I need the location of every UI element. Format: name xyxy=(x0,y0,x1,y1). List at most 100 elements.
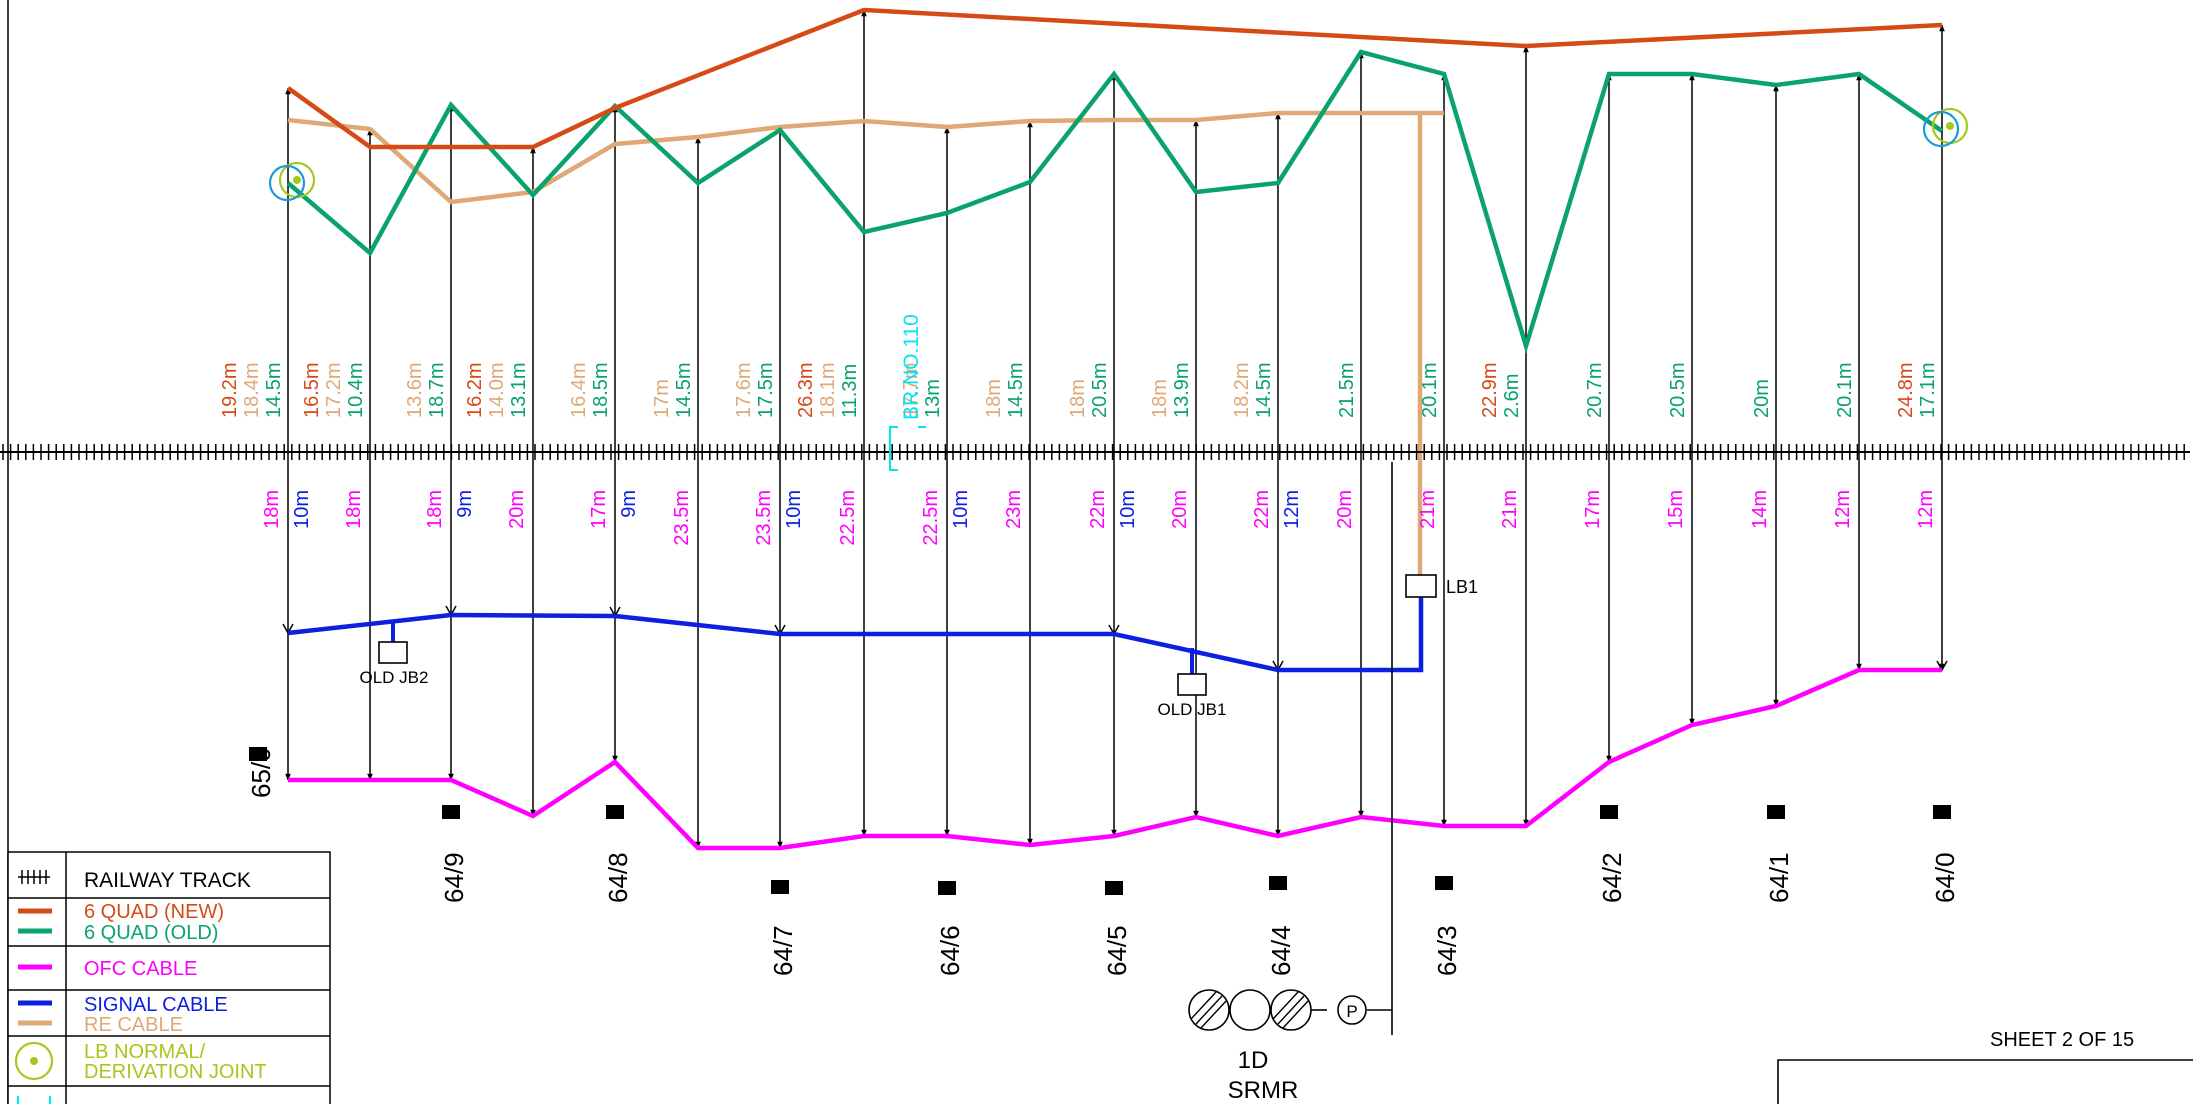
equipment-number: 1D xyxy=(1238,1047,1269,1074)
jb1-label: OLD JB1 xyxy=(1158,700,1227,719)
measurement-down-label: 20m xyxy=(506,490,528,529)
measurement-up-label: 18m xyxy=(1149,379,1171,418)
measurement-down-label: 12m xyxy=(1915,490,1937,529)
measurement-down-label: 18m xyxy=(424,490,446,529)
measurement-down-label: 21m xyxy=(1417,490,1439,529)
measurement-up-label: 17m xyxy=(651,379,673,418)
measurement-down-label: 17m xyxy=(588,490,610,529)
sheet-label: SHEET 2 OF 15 xyxy=(1990,1029,2134,1051)
legend-lb-derivation: DERIVATION JOINT xyxy=(84,1061,267,1083)
measurement-down-label: 22.5m xyxy=(920,490,942,546)
measurement-up-label: 22.9m xyxy=(1479,362,1501,418)
measurement-down-label: 20m xyxy=(1334,490,1356,529)
measurement-up-label: 11.3m xyxy=(839,364,861,418)
measurement-down-label: 22.5m xyxy=(837,490,859,546)
measurement-up-label: 18.7m xyxy=(426,362,448,418)
lb1-label: LB1 xyxy=(1446,577,1478,597)
re-cable-route xyxy=(287,110,1444,575)
measurement-up-label: 18.5m xyxy=(590,362,612,418)
measurement-up-label: 24.8m xyxy=(1895,362,1917,418)
measurement-up-label: 14.5m xyxy=(1253,362,1275,418)
legend-lb-symbol xyxy=(14,1041,54,1081)
km-post-marker xyxy=(1767,805,1785,819)
measurement-up-label: 13.1m xyxy=(508,362,530,418)
measurement-down-label: 23.5m xyxy=(753,490,775,546)
lb-joint-symbol-right xyxy=(1922,107,1969,148)
km-post-marker xyxy=(938,881,956,895)
measurement-up-label: 16.2m xyxy=(464,362,486,418)
legend-bridge-symbol xyxy=(17,1096,51,1104)
measurement-up-label: 14.5m xyxy=(263,362,285,418)
measurement-up-label: 14.0m xyxy=(486,362,508,418)
measurement-down-label: 18m xyxy=(261,490,283,529)
bridge-label: BR.NO.110 xyxy=(900,314,923,420)
measurement-up-label: 17.5m xyxy=(755,362,777,418)
measurement-down-label: 14m xyxy=(1749,490,1771,529)
measurement-down-label: 22m xyxy=(1251,490,1273,529)
measurement-down-label: 9m xyxy=(618,490,640,518)
measurement-up-label: 17.1m xyxy=(1917,362,1939,418)
measurement-up-label: 20.1m xyxy=(1419,362,1441,418)
legend: RAILWAY TRACK 6 QUAD (NEW) 6 QUAD (OLD) … xyxy=(7,851,331,1104)
measurement-down-label: 17m xyxy=(1582,490,1604,529)
km-post-marker xyxy=(771,880,789,894)
km-posts: 65/0 64/9 64/8 64/7 64/6 64/5 64/4 64/3 64/2 64/1… xyxy=(246,747,1960,976)
km-post-marker xyxy=(1269,876,1287,890)
km-post-label: 64/7 xyxy=(768,925,798,976)
measurement-up-label: 2.6m xyxy=(1501,374,1523,418)
srmr-equipment: P 1D SRMR xyxy=(1188,462,1393,1104)
measurement-up-label: 16.4m xyxy=(568,362,590,418)
measurement-down-label: 20m xyxy=(1169,490,1191,529)
measurement-up-label: 16.5m xyxy=(301,362,323,418)
measurement-down-label: 22m xyxy=(1087,490,1109,529)
railway-track xyxy=(0,444,2190,460)
measurement-up-label: 18m xyxy=(1067,379,1089,418)
legend-lb-normal: LB NORMAL/ xyxy=(84,1041,206,1063)
measurement-up-label: 13.6m xyxy=(404,362,426,418)
measurement-up-label: 18.4m xyxy=(241,362,263,418)
measurement-up-label: 20m xyxy=(1751,379,1773,418)
quad-old-route xyxy=(286,49,1944,354)
signal-cable-route xyxy=(287,597,1424,673)
measurement-up-label: 20.5m xyxy=(1667,362,1689,418)
km-post-label: 64/4 xyxy=(1266,925,1296,976)
measurement-up-label: 17.2m xyxy=(323,362,345,418)
dimension-lines xyxy=(282,9,1948,849)
measurement-down-label: 12m xyxy=(1281,490,1303,529)
km-post-marker xyxy=(1435,876,1453,890)
km-post-marker xyxy=(606,805,624,819)
km-post-marker xyxy=(1600,805,1618,819)
legend-track-symbol xyxy=(18,870,50,884)
km-post-label: 64/3 xyxy=(1432,925,1462,976)
old-jb2: OLD JB2 xyxy=(360,622,428,687)
measurement-up-label: 18m xyxy=(983,379,1005,418)
measurement-down-label: 23m xyxy=(1003,490,1025,529)
measurement-down-label: 23.5m xyxy=(671,490,693,546)
lb1-box: LB1 xyxy=(1405,574,1478,598)
lb-joint-symbol-left xyxy=(268,161,316,202)
km-post-label: 64/2 xyxy=(1597,852,1627,903)
measurement-down-label: 10m xyxy=(950,490,972,529)
km-post-marker xyxy=(1105,881,1123,895)
measurement-down-label: 10m xyxy=(1117,490,1139,529)
km-post-label: 65/0 xyxy=(246,747,276,798)
equipment-name: SRMR xyxy=(1228,1077,1299,1104)
legend-ofc: OFC CABLE xyxy=(84,958,197,980)
measurement-up-label: 13.9m xyxy=(1171,362,1193,418)
measurement-up-label: 21.5m xyxy=(1336,362,1358,418)
legend-quad-old: 6 QUAD (OLD) xyxy=(84,922,218,944)
bridge-marker: BR.NO.110 xyxy=(889,314,926,471)
measurement-down-label: 10m xyxy=(291,490,313,529)
measurement-up-label: 26.3m xyxy=(795,362,817,418)
legend-re: RE CABLE xyxy=(84,1014,183,1036)
legend-quad-new: 6 QUAD (NEW) xyxy=(84,901,224,923)
measurement-up-label: 18.1m xyxy=(817,362,839,418)
measurement-up-label: 10.4m xyxy=(345,362,367,418)
measurement-up-label: 19.2m xyxy=(219,362,241,418)
legend-railway-track: RAILWAY TRACK xyxy=(84,869,251,892)
measurement-up-label: 13m xyxy=(922,379,944,418)
cable-routes xyxy=(286,7,1944,851)
measurement-down-label: 18m xyxy=(343,490,365,529)
